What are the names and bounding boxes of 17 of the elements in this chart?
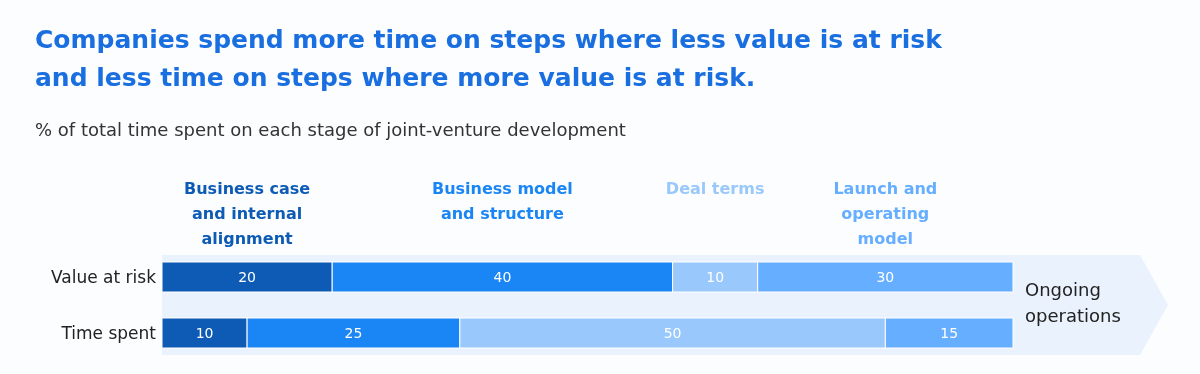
chart-subtitle: % of total time spent on each stage of joint-venture development (35, 119, 626, 140)
y-tick-label: Time spent (60, 323, 157, 343)
data-label: 10 (195, 325, 214, 341)
data-label: 40 (493, 269, 512, 285)
data-label: 50 (663, 325, 682, 341)
series-label: Business case and internal alignment (184, 179, 311, 248)
data-label: 15 (940, 325, 959, 341)
data-label: 30 (876, 269, 895, 285)
data-label: 10 (706, 269, 725, 285)
data-label: 25 (344, 325, 363, 341)
chart-title: Companies spend more time on steps where less value is at risk and less time on steps where more value is at risk. (35, 25, 944, 92)
series-label: Launch and operating model (833, 179, 938, 248)
data-label: 20 (238, 269, 257, 285)
text: Deal terms (665, 179, 765, 198)
text: Business model and structure (431, 179, 573, 223)
text: Ongoing operations (1025, 279, 1121, 326)
y-tick-label: Value at risk (51, 267, 157, 287)
